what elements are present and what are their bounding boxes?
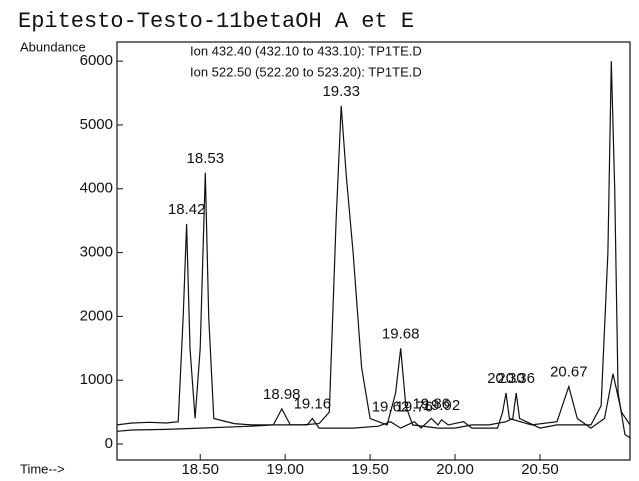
trace-line bbox=[116, 373, 631, 432]
legend-entry: Ion 432.40 (432.10 to 433.10): TP1TE.D bbox=[190, 43, 422, 58]
y-tick-label: 2000 bbox=[80, 307, 113, 324]
peak-label: 19.86 bbox=[412, 395, 450, 412]
plot-frame bbox=[116, 41, 631, 461]
peak-label: 20.36 bbox=[497, 370, 535, 387]
y-tick-label: 6000 bbox=[80, 52, 113, 69]
peak-label: 20.30 bbox=[487, 370, 525, 387]
x-tick-label: 19.50 bbox=[351, 461, 389, 478]
x-tick-label: 20.50 bbox=[521, 461, 559, 478]
y-tick-label: 4000 bbox=[80, 180, 113, 197]
peak-label: 18.42 bbox=[168, 201, 206, 218]
y-tick-label: 3000 bbox=[80, 244, 113, 261]
y-tick-label: 5000 bbox=[80, 116, 113, 133]
peak-label: 19.76 bbox=[395, 399, 433, 416]
x-tick-label: 18.50 bbox=[181, 461, 219, 478]
legend-entry: Ion 522.50 (522.20 to 523.20): TP1TE.D bbox=[190, 64, 422, 79]
y-tick-label: 0 bbox=[105, 435, 113, 452]
y-tick-label: 1000 bbox=[80, 371, 113, 388]
x-tick-label: 19.00 bbox=[266, 461, 304, 478]
peak-label: 18.98 bbox=[263, 386, 301, 403]
peak-label: 19.92 bbox=[423, 397, 461, 414]
peak-label: 19.16 bbox=[294, 395, 332, 412]
peak-label: 19.68 bbox=[382, 325, 420, 342]
peak-label: 19.33 bbox=[322, 83, 360, 100]
x-axis-label: Time--> bbox=[20, 461, 65, 476]
chart-title: Epitesto-Testo-11betaOH A et E bbox=[18, 9, 414, 34]
peak-label: 18.53 bbox=[187, 150, 225, 167]
peak-label: 20.67 bbox=[550, 364, 588, 381]
x-tick-label: 20.00 bbox=[436, 461, 474, 478]
trace-line bbox=[116, 61, 631, 439]
peak-label: 19.62 bbox=[372, 399, 410, 416]
y-axis-label: Abundance bbox=[20, 39, 86, 54]
